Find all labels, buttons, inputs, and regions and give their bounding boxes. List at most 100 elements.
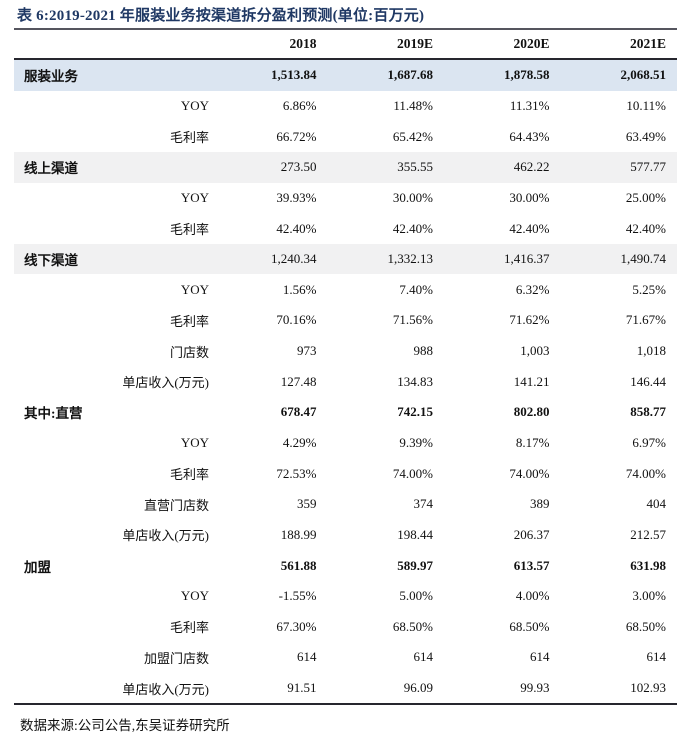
- cell-value: 96.09: [403, 680, 433, 696]
- cell-value: 68.50%: [392, 618, 433, 634]
- cell-value: 206.37: [513, 526, 550, 542]
- row-label: 服装业务: [24, 69, 78, 85]
- row-label: 毛利率: [169, 467, 209, 483]
- cell-value: 42.40%: [276, 220, 317, 236]
- cell-value: 188.99: [280, 526, 317, 542]
- table-row: 服装业务 1,513.84 1,687.68 1,878.58 2,068.51: [14, 60, 677, 91]
- cell-value: 631.98: [630, 557, 666, 573]
- cell-value: 589.97: [397, 557, 433, 573]
- column-header: 2018: [289, 36, 317, 51]
- report-table-section: 表 6:2019-2021 年服装业务按渠道拆分盈利预测(单位:百万元) 201…: [14, 0, 677, 732]
- cell-value: 63.49%: [625, 128, 666, 144]
- cell-value: 11.48%: [393, 97, 433, 113]
- cell-value: 141.21: [513, 373, 550, 389]
- row-label: 直营门店数: [143, 497, 209, 513]
- row-label: YOY: [180, 189, 209, 205]
- cell-value: 71.67%: [625, 312, 666, 328]
- table-row: YOY -1.55% 5.00% 4.00% 3.00%: [14, 581, 677, 612]
- row-label: YOY: [180, 588, 209, 604]
- table-row: 毛利率 66.72% 65.42% 64.43% 63.49%: [14, 121, 677, 152]
- bottom-rule: [14, 703, 677, 706]
- cell-value: 74.00%: [509, 465, 550, 481]
- cell-value: 2,068.51: [620, 67, 667, 83]
- cell-value: 74.00%: [625, 465, 666, 481]
- cell-value: 973: [297, 343, 317, 359]
- row-label: 单店收入(万元): [122, 681, 209, 697]
- row-label: 单店收入(万元): [122, 528, 209, 544]
- row-label: 加盟: [24, 559, 51, 575]
- cell-value: 127.48: [280, 373, 317, 389]
- cell-value: 858.77: [630, 404, 666, 420]
- cell-value: 1,416.37: [504, 251, 550, 267]
- row-label: 单店收入(万元): [122, 375, 209, 391]
- row-label: YOY: [180, 97, 209, 113]
- table-row: 单店收入(万元) 188.99 198.44 206.37 212.57: [14, 520, 677, 551]
- cell-value: 146.44: [630, 373, 666, 389]
- cell-value: -1.55%: [278, 588, 317, 604]
- cell-value: 1,003: [520, 343, 550, 359]
- cell-value: 9.39%: [399, 435, 433, 450]
- cell-value: 614: [530, 649, 550, 665]
- cell-value: 71.62%: [509, 312, 550, 328]
- table-row: 单店收入(万元) 127.48 134.83 141.21 146.44: [14, 366, 677, 397]
- column-header: 2019E: [396, 36, 433, 51]
- row-label: 线下渠道: [24, 253, 78, 269]
- cell-value: 273.50: [280, 159, 317, 175]
- cell-value: 67.30%: [276, 618, 317, 634]
- cell-value: 389: [530, 496, 550, 512]
- row-label: 其中:直营: [24, 406, 83, 422]
- table-row: 线上渠道 273.50 355.55 462.22 577.77: [14, 151, 677, 183]
- cell-value: 614: [413, 649, 434, 665]
- cell-value: 7.40%: [399, 281, 433, 297]
- title-rule: [14, 28, 677, 30]
- cell-value: 6.86%: [282, 97, 317, 113]
- row-label: 毛利率: [169, 222, 209, 238]
- table-row: 其中:直营 678.47 742.15 802.80 858.77: [14, 397, 677, 428]
- cell-value: 678.47: [280, 404, 317, 420]
- table-row: 毛利率 72.53% 74.00% 74.00% 74.00%: [14, 458, 677, 489]
- cell-value: 39.93%: [276, 189, 317, 205]
- column-header: 2020E: [513, 36, 550, 51]
- table-row: YOY 1.56% 7.40% 6.32% 5.25%: [14, 274, 677, 305]
- cell-value: 561.88: [280, 557, 317, 573]
- page-title: 表 6:2019-2021 年服装业务按渠道拆分盈利预测(单位:百万元): [17, 8, 425, 24]
- cell-value: 42.40%: [392, 220, 433, 236]
- cell-value: 355.55: [397, 159, 433, 175]
- cell-value: 11.31%: [509, 97, 550, 113]
- cell-value: 68.50%: [509, 618, 550, 634]
- row-label: YOY: [180, 281, 209, 297]
- row-label: 毛利率: [169, 620, 209, 636]
- cell-value: 198.44: [397, 526, 433, 542]
- cell-value: 72.53%: [276, 465, 317, 481]
- cell-value: 613.57: [513, 557, 550, 573]
- cell-value: 6.97%: [632, 435, 666, 450]
- table-row: 直营门店数 359 374 389 404: [14, 489, 677, 520]
- cell-value: 802.80: [513, 404, 550, 420]
- table-row: 加盟 561.88 589.97 613.57 631.98: [14, 550, 677, 581]
- table-row: 加盟门店数 614 614 614 614: [14, 642, 677, 673]
- cell-value: 6.32%: [515, 281, 550, 297]
- cell-value: 1,018: [636, 343, 666, 359]
- cell-value: 102.93: [630, 680, 666, 696]
- cell-value: 1.56%: [282, 281, 317, 297]
- cell-value: 68.50%: [625, 618, 666, 634]
- cell-value: 134.83: [397, 373, 433, 389]
- table-row: 毛利率 67.30% 68.50% 68.50% 68.50%: [14, 612, 677, 643]
- data-table: 2018 2019E 2020E 2021E 服装业务 1,513.84 1,687.68…: [14, 30, 677, 706]
- table-row: 门店数 973 988 1,003 1,018: [14, 336, 677, 367]
- column-header: 2021E: [629, 36, 666, 51]
- cell-value: 71.56%: [392, 312, 433, 328]
- cell-value: 404: [646, 496, 667, 512]
- cell-value: 1,490.74: [620, 251, 667, 267]
- cell-value: 74.00%: [392, 465, 433, 481]
- header-rule: [14, 58, 677, 60]
- cell-value: 91.51: [287, 680, 317, 696]
- cell-value: 5.00%: [399, 588, 433, 604]
- table-body: 服装业务 1,513.84 1,687.68 1,878.58 2,068.51 YOY 6…: [14, 60, 677, 703]
- cell-value: 99.93: [520, 680, 550, 696]
- cell-value: 70.16%: [276, 312, 317, 328]
- row-label: 加盟门店数: [143, 650, 209, 666]
- cell-value: 66.72%: [276, 128, 317, 144]
- table-row: 线下渠道 1,240.34 1,332.13 1,416.37 1,490.74: [14, 243, 677, 275]
- row-label: 毛利率: [169, 130, 209, 146]
